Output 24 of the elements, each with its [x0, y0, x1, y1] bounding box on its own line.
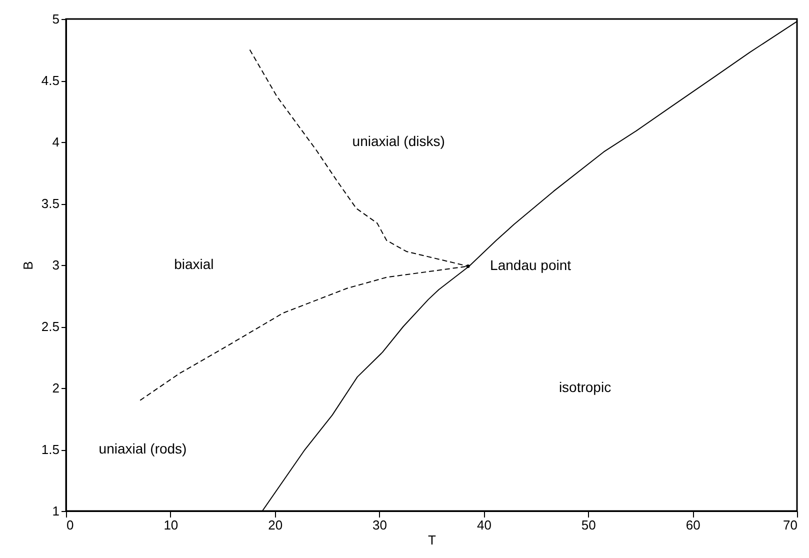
x-tick-label: 30	[372, 518, 388, 532]
y-tick-label: 3.5	[41, 196, 60, 211]
x-tick-label: 60	[686, 518, 700, 532]
y-tick-label: 4.5	[41, 73, 60, 88]
y-tick-label: 1	[52, 504, 60, 518]
annotation: Landau point	[490, 257, 572, 274]
y-tick-label: 3	[52, 258, 60, 272]
x-tick-label: 40	[476, 518, 492, 532]
x-tick-label: 10	[164, 518, 178, 532]
annotation: isotropic	[558, 379, 612, 395]
y-tick-label: 2.5	[41, 319, 60, 334]
x-axis-title: T	[428, 532, 436, 548]
x-tick-label: 20	[268, 518, 283, 532]
y-tick-label: 1.5	[41, 442, 60, 457]
y-axis-title: B	[20, 261, 36, 270]
annotation: uniaxial (rods)	[98, 440, 187, 456]
annotation: biaxial	[174, 256, 214, 272]
x-tick-label: 70	[783, 518, 798, 532]
y-tick-label: 2	[52, 380, 60, 396]
y-tick-label: 4	[52, 134, 60, 150]
y-tick-label: 5	[52, 12, 60, 26]
x-tick-label: 0	[66, 518, 74, 532]
annotation: uniaxial (disks)	[352, 133, 445, 149]
x-tick-label: 50	[581, 518, 596, 532]
